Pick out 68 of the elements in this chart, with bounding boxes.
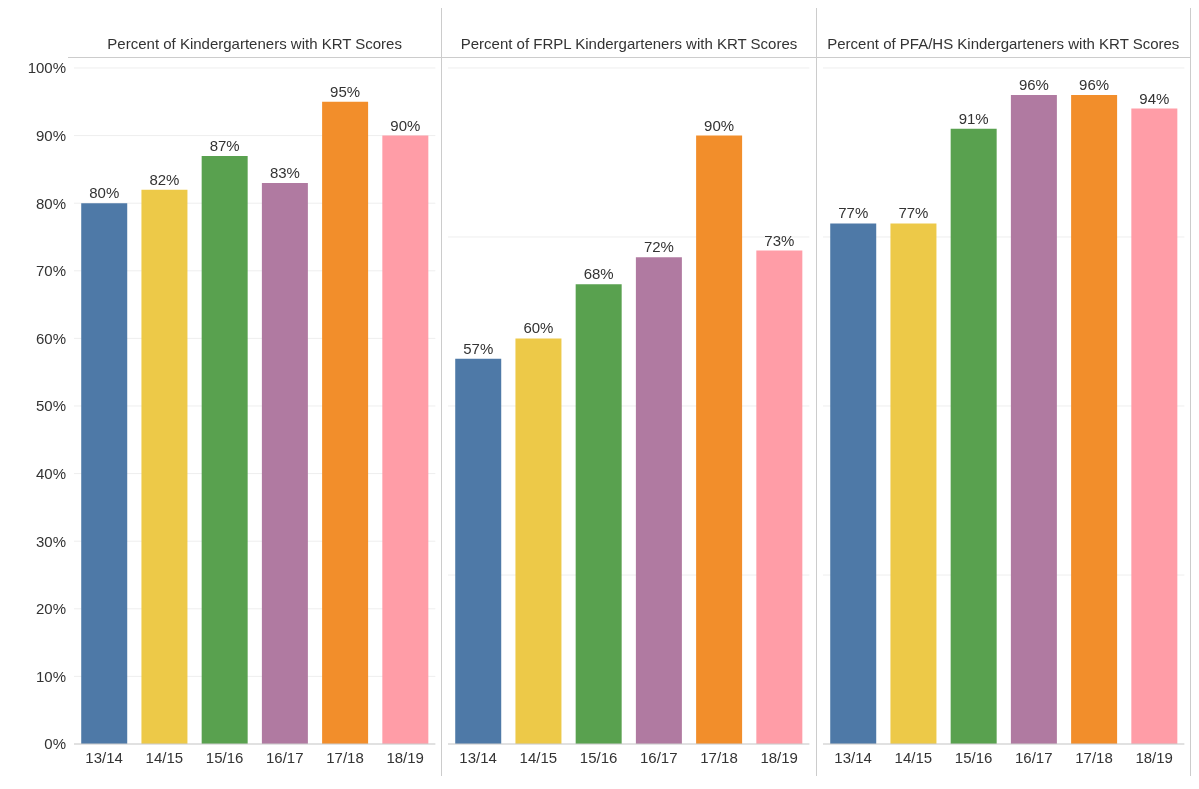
y-tick-label: 0%: [44, 735, 66, 753]
x-tick-label: 13/14: [85, 748, 123, 766]
bar: [829, 223, 876, 744]
y-tick-label: 90%: [36, 126, 66, 144]
bar: [515, 338, 562, 744]
bar: [1010, 95, 1057, 744]
x-tick-label: 17/18: [1074, 748, 1113, 766]
x-tick-label: 17/18: [326, 748, 364, 766]
x-tick-label: 16/17: [266, 748, 304, 766]
x-tick-label: 14/15: [519, 748, 558, 766]
bar: [950, 128, 997, 744]
data-label: 57%: [463, 339, 494, 357]
x-tick-label: 14/15: [145, 748, 184, 766]
bar: [1130, 108, 1177, 744]
y-tick-label: 100%: [27, 59, 66, 77]
chart-title: Percent of FRPL Kindergarteners with KRT Scores: [460, 35, 798, 53]
data-label: 90%: [704, 116, 735, 134]
data-label: 91%: [958, 109, 989, 127]
data-label: 60%: [523, 319, 554, 337]
y-tick-label: 70%: [36, 262, 66, 280]
y-tick-label: 40%: [36, 464, 66, 482]
y-tick-label: 20%: [36, 600, 66, 618]
data-label: 96%: [1018, 76, 1049, 94]
bar: [322, 101, 369, 744]
data-label: 77%: [898, 204, 929, 222]
data-label: 72%: [644, 238, 675, 256]
bar: [382, 135, 429, 744]
bar: [636, 257, 683, 744]
x-tick-label: 15/16: [205, 748, 244, 766]
bar: [696, 135, 743, 744]
x-tick-label: 16/17: [640, 748, 678, 766]
y-tick-label: 80%: [36, 194, 66, 212]
data-label: 68%: [584, 265, 614, 283]
chart-title: Percent of PFA/HS Kindergarteners with KRT Scores: [827, 35, 1180, 53]
bar: [1070, 95, 1117, 744]
bar: [455, 358, 502, 744]
bar: [890, 223, 937, 744]
y-tick-label: 50%: [36, 397, 66, 415]
bar: [201, 155, 248, 744]
x-tick-label: 15/16: [954, 748, 992, 766]
data-label: 83%: [269, 163, 300, 181]
data-label: 87%: [209, 136, 240, 154]
chart-title: Percent of Kindergarteners with KRT Scores: [107, 35, 402, 53]
bar: [81, 203, 128, 744]
data-label: 73%: [764, 231, 795, 249]
x-tick-label: 18/19: [1135, 748, 1173, 766]
y-tick-label: 10%: [36, 667, 66, 685]
y-tick-label: 30%: [36, 532, 66, 550]
data-label: 82%: [149, 170, 180, 188]
x-tick-label: 13/14: [459, 748, 498, 766]
bar: [576, 284, 622, 744]
x-tick-label: 14/15: [894, 748, 932, 766]
bar: [141, 189, 188, 744]
x-tick-label: 17/18: [700, 748, 739, 766]
x-tick-label: 15/16: [580, 748, 618, 766]
data-label: 94%: [1138, 89, 1169, 107]
x-tick-label: 18/19: [386, 748, 424, 766]
bar: [261, 182, 308, 744]
bar: [756, 250, 803, 744]
data-label: 90%: [390, 116, 421, 134]
x-tick-label: 18/19: [760, 748, 799, 766]
data-label: 77%: [837, 204, 868, 222]
data-label: 80%: [89, 184, 120, 202]
data-label: 95%: [330, 82, 361, 100]
data-label: 96%: [1078, 76, 1109, 94]
y-tick-label: 60%: [36, 329, 66, 347]
x-tick-label: 16/17: [1014, 748, 1053, 766]
x-tick-label: 13/14: [834, 748, 872, 766]
